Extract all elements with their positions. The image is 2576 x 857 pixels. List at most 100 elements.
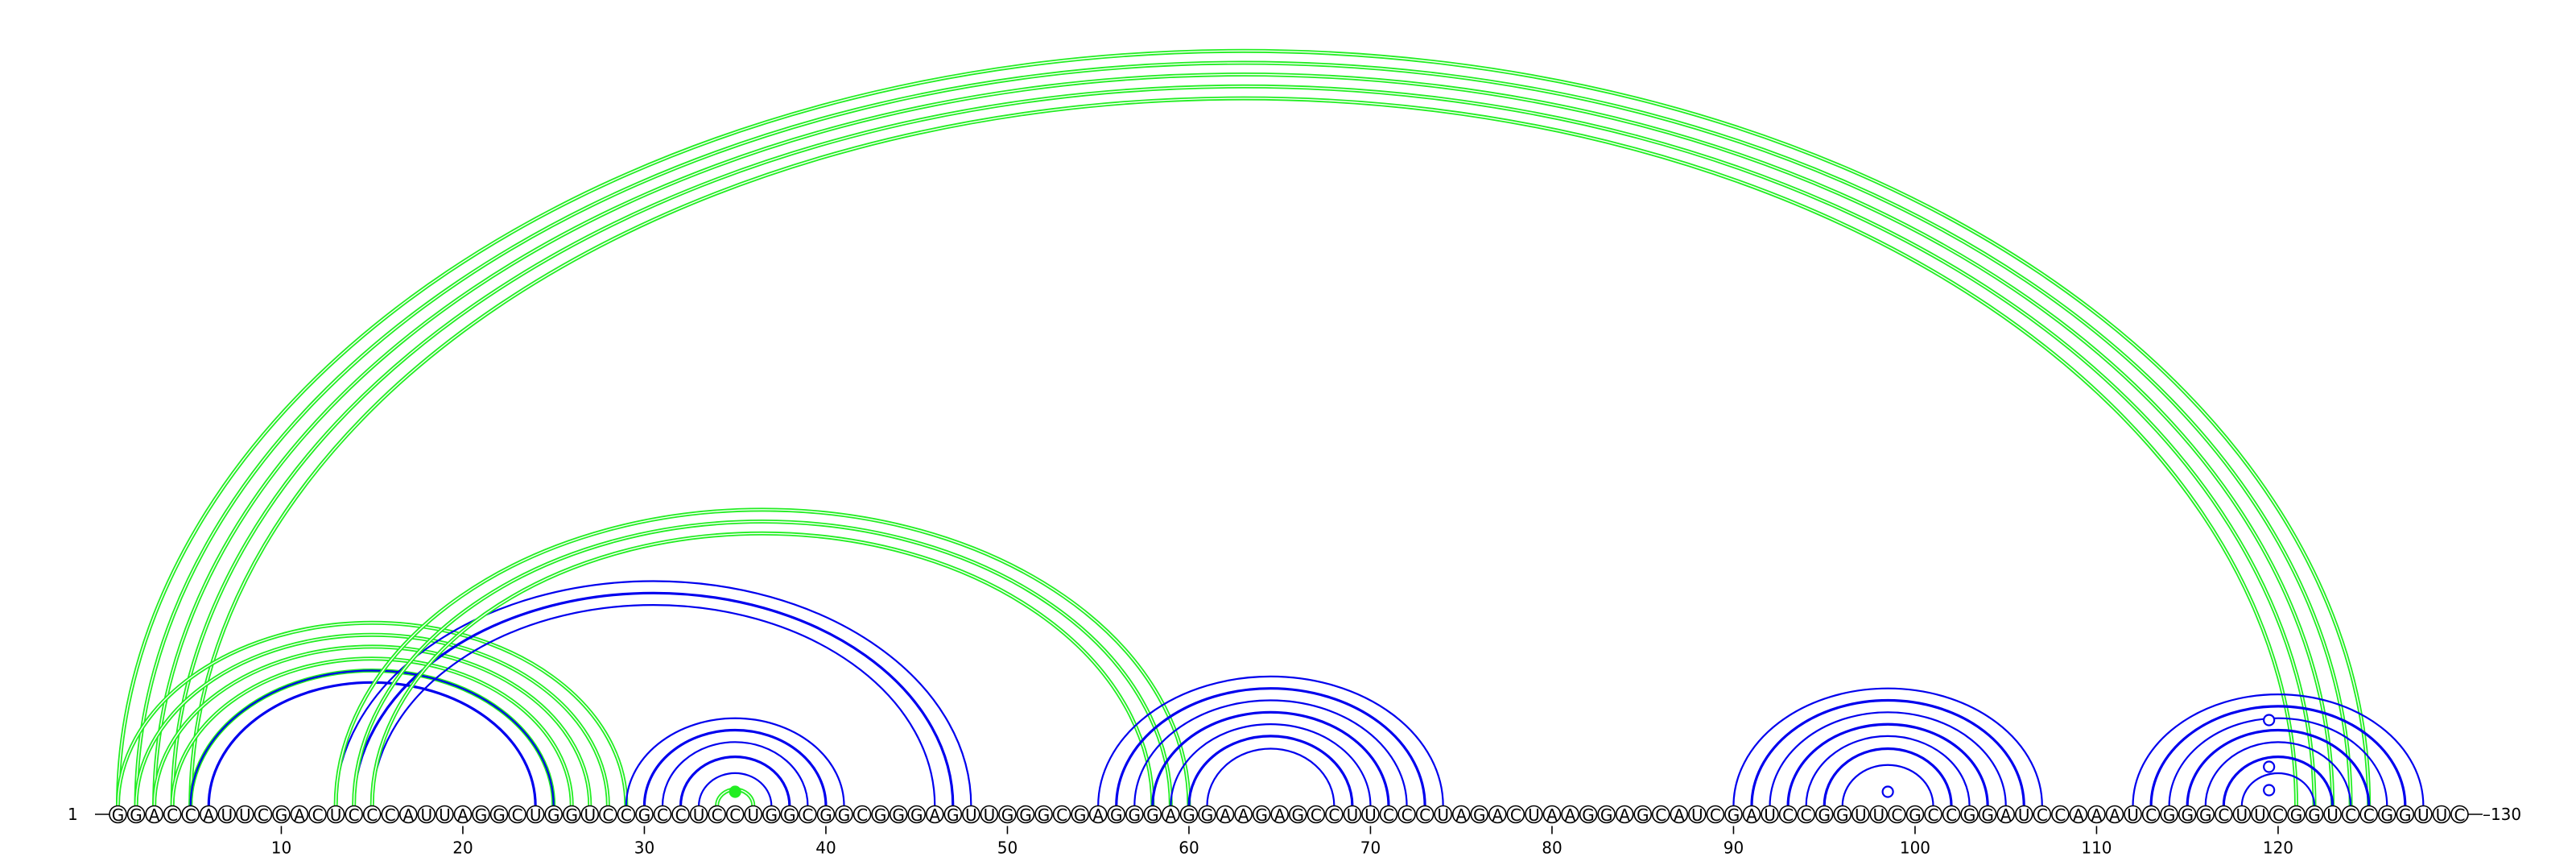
nucleotide: G (544, 805, 564, 825)
nucleotide-circle (345, 805, 363, 824)
nucleotide-letter: U (2417, 805, 2429, 825)
nucleotide-letter: G (1129, 805, 1141, 825)
nucleotide-circle (1651, 805, 1670, 824)
nucleotide: C (1325, 805, 1344, 825)
nucleotide-letter: U (965, 805, 977, 825)
nucleotide: A (1542, 805, 1562, 825)
nucleotide: A (2069, 805, 2088, 825)
nucleotide: A (1234, 805, 1253, 825)
nucleotide: U (2014, 805, 2033, 825)
nucleotide-circle (290, 805, 309, 824)
nucleotide: G (816, 805, 836, 825)
nucleotide: G (998, 805, 1017, 825)
nucleotide-circle (1397, 805, 1416, 824)
nucleotide-letter: C (512, 805, 523, 825)
nucleotide-circle (272, 805, 291, 824)
nucleotide-circle (1451, 805, 1471, 824)
nucleotide-circle (526, 805, 545, 824)
nucleotide: A (2105, 805, 2124, 825)
nucleotide: G (2396, 805, 2415, 825)
nucleotide-letter: G (819, 805, 832, 825)
nucleotide-circle (907, 805, 926, 824)
nucleotide-circle (2305, 805, 2324, 824)
nucleotide-circle (1216, 805, 1235, 824)
nucleotide: G (871, 805, 890, 825)
nucleotide: A (1451, 805, 1471, 825)
base-pair-arc-inner (117, 50, 2370, 806)
nucleotide-letter: G (1110, 805, 1123, 825)
tick-label: 100 (1900, 838, 1930, 857)
nucleotide-circle (2178, 805, 2197, 824)
tick-label: 70 (1360, 838, 1381, 857)
nucleotide-circle (1307, 805, 1326, 824)
nucleotide-letter: G (475, 805, 488, 825)
nucleotide: A (1488, 805, 1507, 825)
nucleotide-circle (1252, 805, 1271, 824)
nucleotide: U (436, 805, 454, 825)
nucleotide-letter: G (547, 805, 560, 825)
nucleotide: C (708, 805, 726, 825)
nucleotide-letter: C (1891, 805, 1902, 825)
nucleotide-letter: G (783, 805, 796, 825)
nucleotide: G (1833, 805, 1852, 825)
nucleotide-letter: G (838, 805, 851, 825)
base-pair-arc (625, 717, 845, 806)
nucleotide: C (345, 805, 363, 825)
base-pair-arc-inner (171, 85, 2315, 806)
nucleotide: A (1670, 805, 1689, 825)
nucleotide-letter: C (2218, 805, 2229, 825)
nucleotide-letter: C (366, 805, 378, 825)
nucleotide-letter: C (1311, 805, 1322, 825)
nucleotide: G (1125, 805, 1144, 825)
nucleotide-letter: C (1419, 805, 1430, 825)
nucleotide-letter: U (1691, 805, 1703, 825)
nucleotide-letter: U (239, 805, 251, 825)
nucleotide: C (1052, 805, 1071, 825)
nucleotide-circle (1706, 805, 1725, 824)
nucleotide-letter: C (802, 805, 813, 825)
base-pair-arc (116, 48, 2372, 806)
base-pair-arc (1097, 675, 1444, 806)
nucleotide: G (2178, 805, 2197, 825)
nucleotide-letter: A (149, 805, 160, 825)
nucleotide: G (2377, 805, 2396, 825)
nucleotide: G (1724, 805, 1743, 825)
tick-label: 30 (634, 838, 654, 857)
nucleotide-circle (2287, 805, 2306, 824)
pair-marker (2263, 760, 2276, 773)
nucleotide: C (1307, 805, 1326, 825)
nucleotide-circle (2414, 805, 2433, 824)
nucleotide-letter: C (857, 805, 868, 825)
nucleotide: C (2141, 805, 2161, 825)
nucleotide-letter: A (402, 805, 414, 825)
nucleotide-letter: U (2127, 805, 2139, 825)
nucleotide: G (943, 805, 963, 825)
nucleotide-letter: G (2199, 805, 2212, 825)
nucleotide-circle (2215, 805, 2233, 824)
base-pair-arc (1805, 735, 1971, 806)
nucleotide-circle (362, 805, 382, 824)
nucleotide: C (599, 805, 617, 825)
base-pair-arc (335, 580, 972, 806)
nucleotide: A (1615, 805, 1634, 825)
nucleotide: A (925, 805, 944, 825)
nucleotide-letter: A (1492, 805, 1503, 825)
nucleotide-letter: U (693, 805, 705, 825)
nucleotide-circle (1542, 805, 1562, 824)
nucleotide-circle (1343, 805, 1362, 824)
nucleotide-circle (2432, 805, 2451, 824)
nucleotide-circle (1633, 805, 1652, 824)
nucleotide: C (1706, 805, 1725, 825)
nucleotide: G (1143, 805, 1162, 825)
nucleotide-letter: G (1146, 805, 1159, 825)
nucleotide-circle (1470, 805, 1489, 824)
nucleotide: G (907, 805, 926, 825)
nucleotide: G (1814, 805, 1834, 825)
nucleotide-circle (1525, 805, 1543, 824)
nucleotide: G (1016, 805, 1035, 825)
nucleotide-circle (1942, 805, 1961, 824)
nucleotide-circle (453, 805, 473, 824)
nucleotide-letter: C (675, 805, 687, 825)
nucleotide-circle (2323, 805, 2342, 824)
nucleotide-letter: C (2454, 805, 2465, 825)
